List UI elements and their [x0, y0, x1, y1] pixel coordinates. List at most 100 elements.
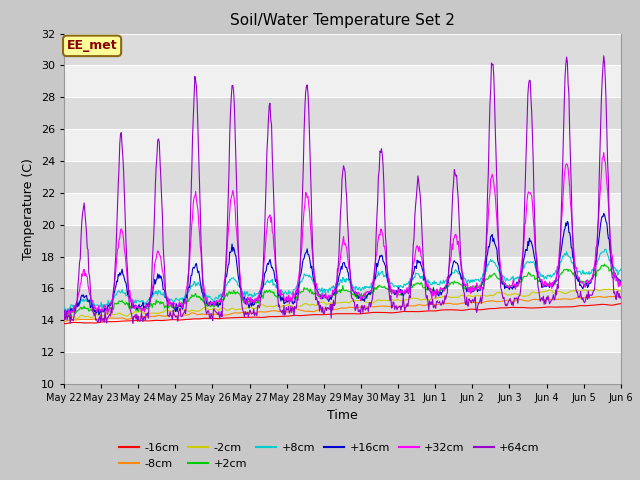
+8cm — [428, 282, 435, 288]
+64cm — [617, 294, 625, 300]
+8cm — [411, 275, 419, 280]
X-axis label: Time: Time — [327, 408, 358, 421]
+16cm — [71, 307, 79, 313]
+32cm — [128, 297, 136, 302]
+2cm — [128, 304, 136, 310]
Bar — [64, 161, 621, 193]
+16cm — [63, 312, 70, 318]
-16cm — [127, 318, 135, 324]
-2cm — [185, 309, 193, 314]
+8cm — [214, 296, 222, 302]
+64cm — [60, 308, 68, 314]
-16cm — [184, 316, 192, 322]
+16cm — [411, 264, 419, 269]
+2cm — [71, 308, 79, 313]
+16cm — [185, 284, 193, 290]
+32cm — [600, 150, 607, 156]
+32cm — [71, 305, 79, 311]
+16cm — [128, 305, 136, 311]
+16cm — [214, 304, 222, 310]
+32cm — [63, 314, 71, 320]
+16cm — [600, 211, 607, 216]
Line: -2cm: -2cm — [64, 289, 621, 319]
+16cm — [60, 308, 68, 313]
+64cm — [70, 313, 78, 319]
-8cm — [410, 303, 418, 309]
-2cm — [411, 295, 419, 301]
+64cm — [600, 53, 607, 59]
-16cm — [70, 320, 78, 325]
-8cm — [426, 301, 434, 307]
+32cm — [185, 269, 193, 275]
+2cm — [65, 314, 72, 320]
+64cm — [428, 299, 435, 305]
-8cm — [70, 317, 78, 323]
-16cm — [617, 301, 625, 307]
-2cm — [70, 314, 78, 320]
Bar — [64, 97, 621, 129]
-2cm — [617, 288, 625, 294]
+64cm — [214, 312, 222, 317]
Line: -8cm: -8cm — [64, 297, 621, 321]
+32cm — [411, 255, 419, 261]
+8cm — [128, 297, 136, 303]
-8cm — [60, 318, 68, 324]
Text: EE_met: EE_met — [67, 39, 117, 52]
-2cm — [605, 286, 612, 292]
+32cm — [214, 298, 222, 304]
+2cm — [428, 286, 435, 292]
Y-axis label: Temperature (C): Temperature (C) — [22, 158, 35, 260]
+16cm — [617, 279, 625, 285]
-2cm — [60, 313, 68, 319]
Bar — [64, 129, 621, 161]
-16cm — [410, 309, 418, 314]
-16cm — [214, 316, 221, 322]
-2cm — [214, 307, 222, 313]
-8cm — [610, 294, 618, 300]
+8cm — [60, 305, 68, 311]
-16cm — [60, 321, 68, 327]
Bar — [64, 288, 621, 320]
-2cm — [74, 316, 81, 322]
+2cm — [214, 301, 222, 307]
Bar — [64, 193, 621, 225]
Line: +16cm: +16cm — [64, 214, 621, 315]
Bar — [64, 34, 621, 65]
+64cm — [127, 311, 135, 316]
Line: +2cm: +2cm — [64, 264, 621, 317]
+16cm — [428, 290, 435, 296]
+8cm — [185, 289, 193, 295]
+2cm — [617, 277, 625, 283]
Line: +32cm: +32cm — [64, 153, 621, 317]
-2cm — [128, 311, 136, 316]
Bar — [64, 352, 621, 384]
-8cm — [127, 315, 135, 321]
+64cm — [411, 214, 419, 219]
+32cm — [428, 290, 435, 296]
+8cm — [63, 308, 71, 313]
+64cm — [185, 269, 193, 275]
+2cm — [601, 261, 609, 267]
+32cm — [617, 279, 625, 285]
-8cm — [214, 312, 221, 317]
+2cm — [185, 299, 193, 304]
Legend: -16cm, -8cm, -2cm, +2cm, +8cm, +16cm, +32cm, +64cm: -16cm, -8cm, -2cm, +2cm, +8cm, +16cm, +3… — [114, 439, 544, 473]
Bar — [64, 320, 621, 352]
+8cm — [71, 303, 79, 309]
+2cm — [411, 282, 419, 288]
+64cm — [129, 321, 137, 326]
Bar — [64, 225, 621, 257]
Title: Soil/Water Temperature Set 2: Soil/Water Temperature Set 2 — [230, 13, 455, 28]
-16cm — [426, 308, 434, 314]
Line: -16cm: -16cm — [64, 304, 621, 324]
Line: +64cm: +64cm — [64, 56, 621, 324]
Bar — [64, 65, 621, 97]
-2cm — [428, 297, 435, 302]
-8cm — [617, 294, 625, 300]
+32cm — [60, 312, 68, 318]
Line: +8cm: +8cm — [64, 249, 621, 311]
+8cm — [602, 246, 609, 252]
Bar — [64, 257, 621, 288]
+2cm — [60, 310, 68, 316]
+8cm — [617, 266, 625, 272]
